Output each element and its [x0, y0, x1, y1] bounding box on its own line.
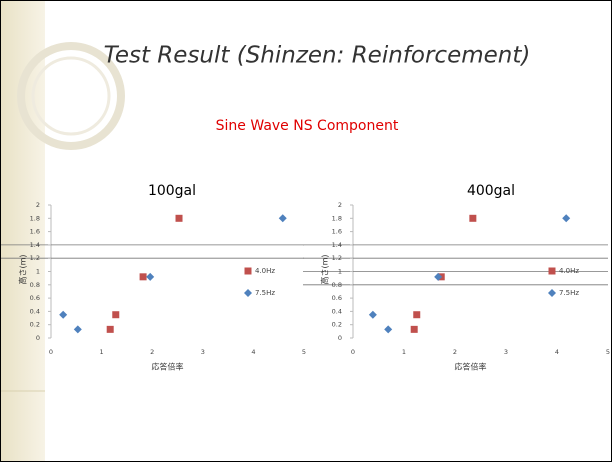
- y-axis-label: 高さ(m): [320, 254, 330, 284]
- chart-title: 100gal: [148, 183, 196, 199]
- x-tick-label: 3: [201, 348, 205, 356]
- legend-marker: [244, 289, 252, 297]
- y-tick-label: 0.2: [332, 321, 342, 329]
- slide: Test Result (Shinzen: Reinforcement) Sin…: [0, 0, 612, 462]
- point: [176, 215, 183, 222]
- y-tick-label: 1.8: [332, 214, 342, 222]
- point: [413, 311, 420, 318]
- y-tick-label: 1.4: [332, 241, 342, 249]
- y-tick-label: 0: [36, 334, 40, 342]
- legend-label: 4.0Hz: [559, 267, 579, 275]
- x-tick-label: 3: [504, 348, 508, 356]
- x-tick-label: 0: [351, 348, 355, 356]
- point: [279, 214, 287, 222]
- y-tick-label: 0.6: [332, 294, 342, 302]
- point: [140, 273, 147, 280]
- point: [107, 326, 114, 333]
- slide-subtitle: Sine Wave NS Component: [216, 118, 399, 134]
- y-tick-label: 0.2: [30, 321, 40, 329]
- y-tick-label: 2: [338, 201, 342, 209]
- x-tick-label: 5: [302, 348, 306, 356]
- point: [59, 311, 67, 319]
- point: [562, 214, 570, 222]
- y-tick-label: 1.4: [30, 241, 40, 249]
- point: [74, 325, 82, 333]
- y-tick-label: 1.2: [332, 254, 342, 262]
- y-tick-label: 1.6: [332, 228, 342, 236]
- legend-label: 4.0Hz: [255, 267, 275, 275]
- point: [146, 273, 154, 281]
- x-axis-label: 応答倍率: [152, 362, 184, 372]
- x-tick-label: 1: [402, 348, 406, 356]
- legend-marker: [548, 289, 556, 297]
- y-tick-label: 0.8: [30, 281, 40, 289]
- x-axis-label: 応答倍率: [455, 362, 487, 372]
- x-tick-label: 2: [150, 348, 154, 356]
- chart-title: 400gal: [467, 183, 515, 199]
- point: [469, 215, 476, 222]
- point: [384, 325, 392, 333]
- y-tick-label: 1: [36, 268, 40, 276]
- y-axis-label: 高さ(m): [18, 254, 28, 284]
- point: [369, 311, 377, 319]
- y-tick-label: 0.4: [332, 307, 342, 315]
- x-tick-label: 5: [606, 348, 610, 356]
- legend-marker: [245, 268, 252, 275]
- y-tick-label: 2: [36, 201, 40, 209]
- x-tick-label: 4: [555, 348, 559, 356]
- x-tick-label: 2: [453, 348, 457, 356]
- x-tick-label: 1: [100, 348, 104, 356]
- y-tick-label: 1.2: [30, 254, 40, 262]
- legend-label: 7.5Hz: [255, 289, 275, 297]
- y-tick-label: 0.4: [30, 307, 40, 315]
- y-tick-label: 1.8: [30, 214, 40, 222]
- y-tick-label: 1: [338, 268, 342, 276]
- y-tick-label: 0.8: [332, 281, 342, 289]
- y-tick-label: 0: [338, 334, 342, 342]
- point: [112, 311, 119, 318]
- x-tick-label: 4: [251, 348, 255, 356]
- legend-marker: [549, 268, 556, 275]
- y-tick-label: 0.6: [30, 294, 40, 302]
- x-tick-label: 0: [49, 348, 53, 356]
- slide-title: Test Result (Shinzen: Reinforcement): [104, 43, 531, 69]
- point: [411, 326, 418, 333]
- legend-label: 7.5Hz: [559, 289, 579, 297]
- y-tick-label: 1.6: [30, 228, 40, 236]
- slide-canvas: Test Result (Shinzen: Reinforcement) Sin…: [1, 1, 611, 461]
